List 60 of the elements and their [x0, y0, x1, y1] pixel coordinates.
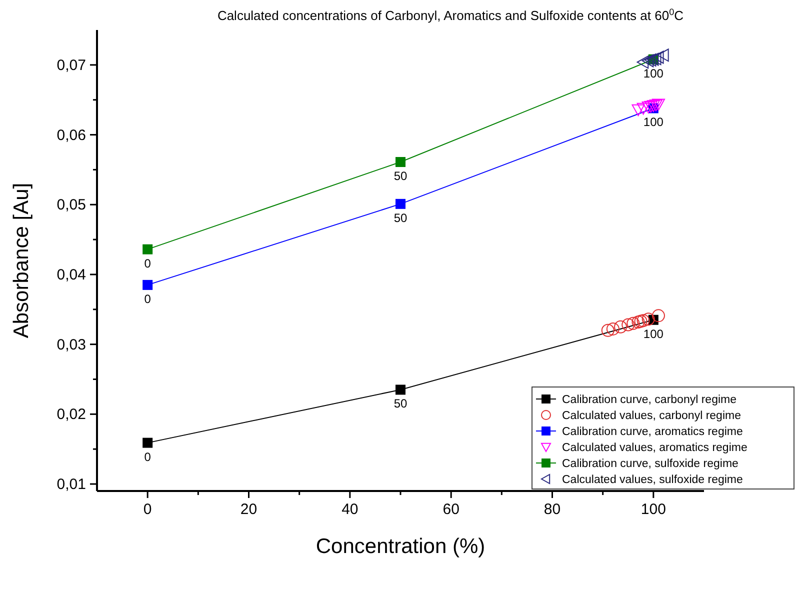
point [142, 438, 153, 448]
y-tick-label: 0,01 [56, 476, 86, 494]
x-tick-label: 60 [442, 501, 460, 518]
annotation: 0 [144, 292, 152, 306]
point [142, 244, 153, 254]
annotation: 0 [144, 450, 152, 464]
annotation: 0 [144, 256, 152, 270]
point [644, 54, 656, 67]
point [632, 104, 645, 116]
y-tick-label: 0,05 [56, 196, 86, 214]
point [396, 198, 406, 209]
point [644, 100, 658, 113]
y-tick-label: 0,04 [56, 266, 86, 284]
point [636, 56, 649, 69]
legend-label: Calculated values, aromatics regime [562, 442, 748, 454]
x-tick-label: 20 [240, 501, 258, 518]
point [642, 102, 655, 114]
point [642, 54, 654, 68]
point [636, 314, 650, 328]
x-axis-title: Concentration (%) [316, 535, 486, 558]
y-axis-title: Absorbance [Au] [10, 182, 33, 338]
x-tick-label: 0 [143, 501, 152, 518]
point [649, 99, 662, 112]
chart-title: Calculated concentrations of Carbonyl, Aromatics and Sulfoxide contents at 60$^{0}$C [217, 7, 684, 23]
point [652, 50, 664, 64]
point [626, 316, 640, 330]
legend-label: Calculated values, sulfoxide regime [562, 474, 743, 486]
point [649, 52, 662, 66]
point [634, 314, 648, 328]
y-tick-label: 0,03 [56, 336, 86, 354]
point [632, 315, 645, 328]
annotation: 50 [394, 169, 408, 184]
point [396, 384, 406, 395]
point [614, 320, 628, 334]
legend-label: Calibration curve, sulfoxide regime [562, 458, 738, 470]
point [606, 322, 620, 336]
annotation: 100 [643, 66, 664, 80]
annotation: 100 [643, 115, 664, 130]
legend-label: Calibration curve, carbonyl regime [562, 394, 736, 406]
annotation: 50 [394, 396, 408, 411]
point [642, 312, 655, 326]
x-tick-label: 40 [342, 501, 358, 518]
point [652, 309, 665, 322]
point [622, 318, 635, 332]
y-tick-label: 0,06 [56, 126, 86, 144]
y-tick-label: 0,02 [56, 406, 86, 424]
point [601, 324, 614, 337]
point [636, 102, 650, 115]
x-tick-label: 80 [544, 501, 561, 518]
point [142, 280, 153, 290]
annotation: 50 [394, 210, 408, 225]
legend-label: Calculated values, carbonyl regime [562, 410, 741, 422]
y-tick-label: 0,07 [56, 56, 86, 74]
x-tick-label: 100 [640, 501, 666, 518]
annotation: 100 [643, 326, 664, 341]
point [396, 157, 406, 168]
point [657, 48, 669, 62]
legend-label: Calibration curve, aromatics regime [562, 426, 743, 438]
point [646, 100, 660, 112]
point [652, 98, 665, 111]
